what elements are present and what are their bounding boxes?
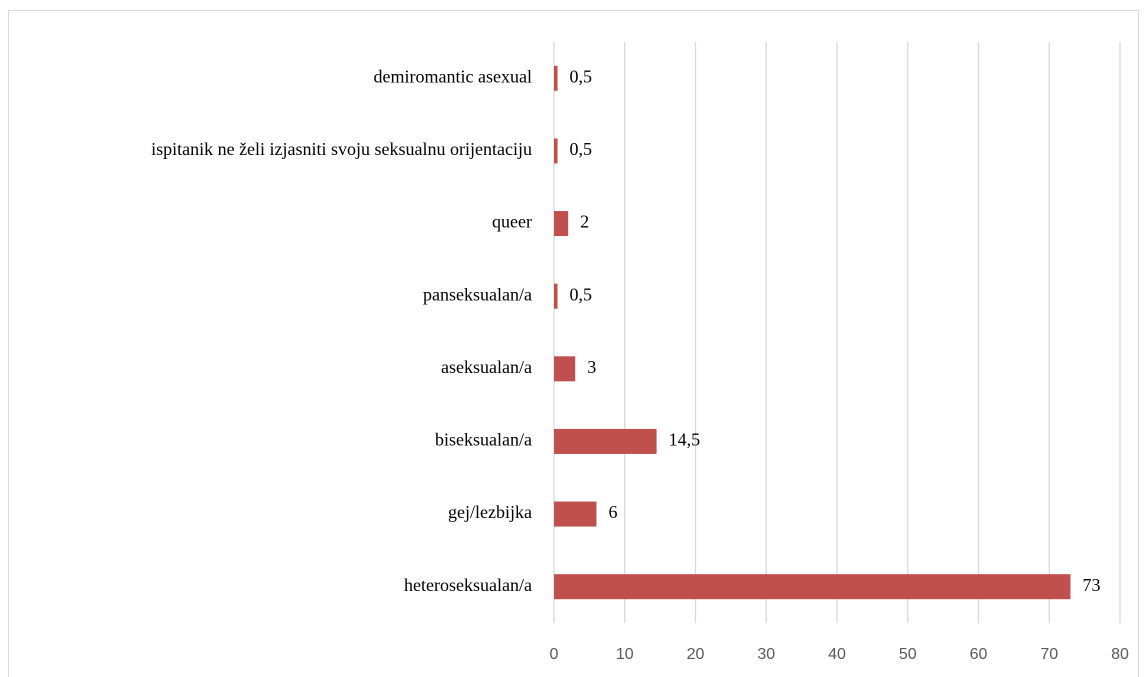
y-tick-label: ispitanik ne želi izjasniti svoju seksua…: [151, 139, 532, 159]
value-label: 14,5: [669, 430, 701, 450]
value-label: 0,5: [570, 284, 593, 304]
y-tick-label: demiromantic asexual: [374, 66, 532, 86]
value-label: 6: [608, 502, 617, 522]
x-tick-label: 30: [757, 646, 775, 663]
bar: [554, 574, 1071, 600]
y-tick-label: queer: [492, 212, 532, 232]
bar: [554, 138, 558, 164]
value-label: 0,5: [570, 139, 593, 159]
bar: [554, 428, 657, 454]
value-label: 3: [587, 357, 596, 377]
x-tick-label: 10: [616, 646, 634, 663]
value-label: 0,5: [570, 66, 593, 86]
y-tick-label: heteroseksualan/a: [404, 575, 532, 595]
x-tick-label: 50: [899, 646, 917, 663]
bar: [554, 65, 558, 91]
y-tick-label: aseksualan/a: [441, 357, 532, 377]
bar: [554, 356, 576, 382]
bar: [554, 501, 597, 527]
x-tick-label: 80: [1111, 646, 1129, 663]
y-tick-label: panseksualan/a: [423, 284, 532, 304]
x-tick-label: 70: [1040, 646, 1058, 663]
x-tick-label: 40: [828, 646, 846, 663]
y-tick-label: biseksualan/a: [435, 430, 532, 450]
x-tick-label: 0: [550, 646, 559, 663]
x-tick-label: 20: [687, 646, 705, 663]
y-tick-label: gej/lezbijka: [448, 502, 532, 522]
value-label: 2: [580, 212, 589, 232]
bar: [554, 211, 569, 237]
x-tick-label: 60: [970, 646, 988, 663]
value-label: 73: [1082, 575, 1100, 595]
chart-frame: [8, 10, 1139, 677]
bar: [554, 283, 558, 309]
